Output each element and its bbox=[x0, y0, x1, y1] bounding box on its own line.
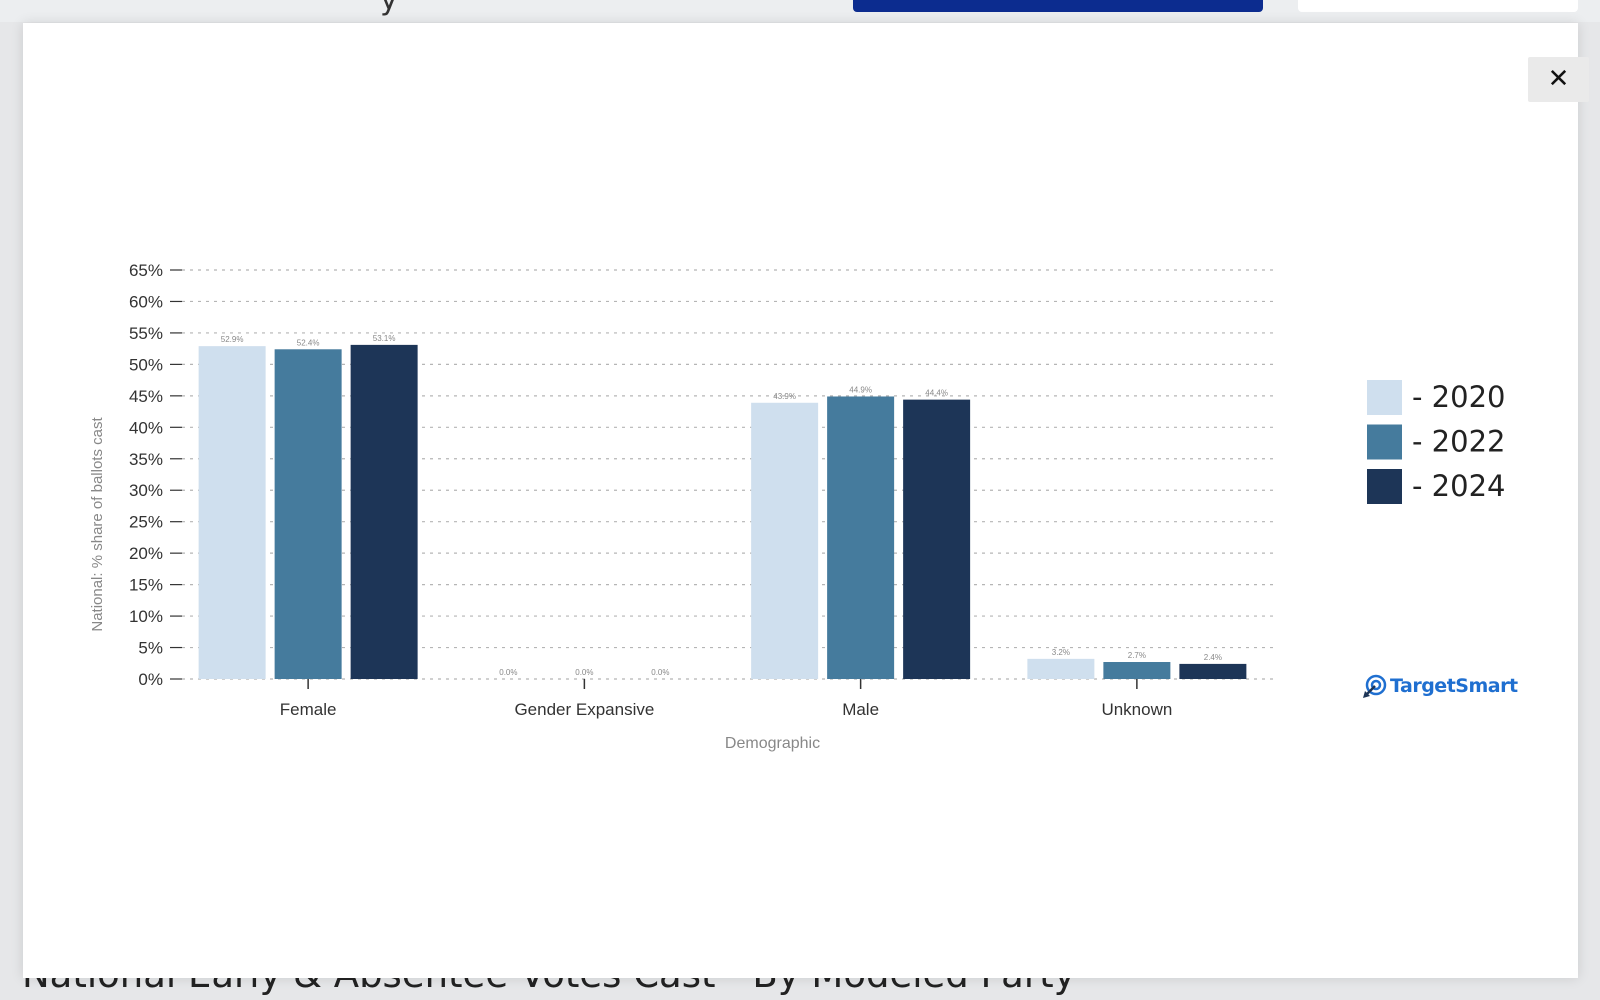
x-tick-label: Male bbox=[842, 700, 879, 719]
data-label: 53.1% bbox=[373, 334, 396, 343]
data-label: 44.4% bbox=[925, 389, 948, 398]
chart-modal: 0% 5% 10% 15% 20% 25% 30% 35% 40% 45% 50% 55% 60% 65%… bbox=[23, 23, 1589, 978]
y-tick-label: 50% bbox=[129, 355, 163, 374]
data-label: 2.7% bbox=[1128, 651, 1146, 660]
page-title-fragment: y bbox=[380, 0, 398, 17]
y-tick-label: 60% bbox=[129, 292, 163, 311]
y-tick-label: 45% bbox=[129, 387, 163, 406]
legend-swatch bbox=[1367, 380, 1402, 415]
y-tick-label: 30% bbox=[129, 481, 163, 500]
y-tick-label: 20% bbox=[129, 544, 163, 563]
y-axis-label: National: % share of ballots cast bbox=[89, 417, 106, 632]
y-tick-label: 0% bbox=[138, 670, 163, 689]
data-label: 0.0% bbox=[499, 668, 517, 677]
legend-label: - 2022 bbox=[1412, 425, 1506, 459]
brand-name: TargetSmart bbox=[1390, 675, 1518, 697]
data-label: 43.9% bbox=[773, 392, 796, 401]
y-tick-label: 65% bbox=[129, 261, 163, 280]
data-label: 0.0% bbox=[575, 668, 593, 677]
data-label: 0.0% bbox=[651, 668, 669, 677]
legend-swatch bbox=[1367, 469, 1402, 504]
bar bbox=[350, 344, 418, 679]
y-tick-label: 40% bbox=[129, 418, 163, 437]
y-tick-label: 25% bbox=[129, 513, 163, 532]
bar bbox=[1027, 658, 1095, 679]
data-label: 2.4% bbox=[1204, 653, 1222, 662]
legend-label: - 2024 bbox=[1412, 469, 1506, 503]
x-tick-label: Female bbox=[280, 700, 337, 719]
y-tick-label: 55% bbox=[129, 324, 163, 343]
y-tick-label: 10% bbox=[129, 607, 163, 626]
y-tick-label: 5% bbox=[138, 639, 163, 658]
bar bbox=[827, 396, 895, 679]
header-action-button[interactable] bbox=[853, 0, 1263, 12]
target-arrow-icon bbox=[1363, 674, 1387, 698]
close-button[interactable]: ✕ bbox=[1528, 57, 1589, 102]
bar-chart: 0% 5% 10% 15% 20% 25% 30% 35% 40% 45% 50% 55% 60% 65%… bbox=[89, 261, 1506, 752]
bar bbox=[903, 399, 971, 679]
data-label: 3.2% bbox=[1052, 648, 1070, 657]
bar bbox=[1103, 662, 1171, 679]
legend-label: - 2020 bbox=[1412, 380, 1506, 414]
data-label: 44.9% bbox=[849, 385, 872, 394]
legend-swatch bbox=[1367, 424, 1402, 460]
y-tick-label: 35% bbox=[129, 450, 163, 469]
bar bbox=[274, 349, 342, 679]
x-axis-label: Demographic bbox=[725, 735, 820, 752]
y-tick-label: 15% bbox=[129, 576, 163, 595]
data-label: 52.9% bbox=[221, 335, 244, 344]
bar bbox=[1179, 663, 1247, 679]
close-icon: ✕ bbox=[1547, 64, 1570, 94]
header-search-box[interactable] bbox=[1298, 0, 1578, 12]
x-tick-label: Unknown bbox=[1101, 700, 1172, 719]
bar bbox=[751, 402, 819, 679]
data-label: 52.4% bbox=[297, 338, 320, 347]
bar bbox=[198, 346, 266, 679]
x-tick-label: Gender Expansive bbox=[514, 700, 654, 719]
brand-logo: TargetSmart bbox=[1363, 671, 1518, 701]
